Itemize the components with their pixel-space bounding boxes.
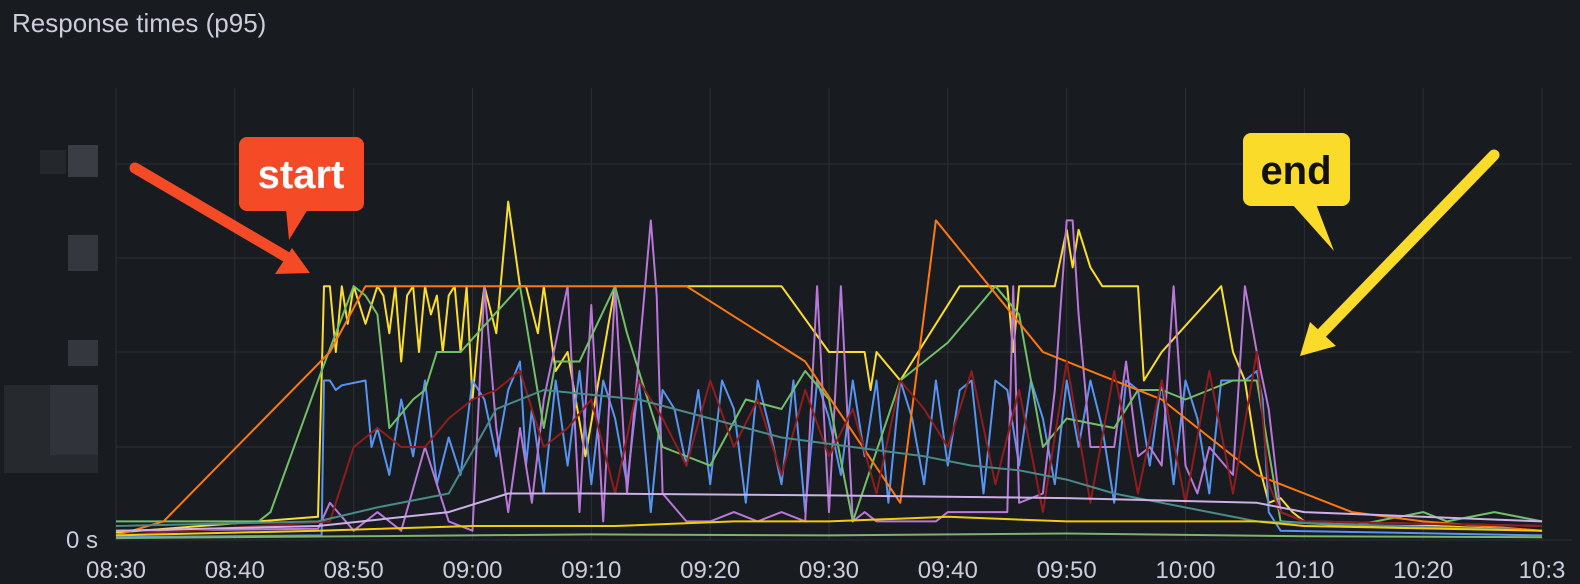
start-callout-tail (286, 209, 308, 240)
x-tick-label: 10:10 (1274, 557, 1334, 584)
x-tick-label: 10:3 (1519, 557, 1566, 584)
x-tick-label: 10:00 (1155, 557, 1215, 584)
end-annotation: end (1243, 133, 1494, 356)
y-tick-label: 0 s (66, 527, 98, 554)
x-tick-label: 09:10 (561, 557, 621, 584)
start-label: start (258, 153, 345, 197)
x-tick-label: 09:50 (1037, 557, 1097, 584)
x-tick-label: 10:20 (1393, 557, 1453, 584)
x-tick-label: 09:30 (799, 557, 859, 584)
end-callout-tail (1292, 204, 1334, 251)
x-tick-label: 08:30 (86, 557, 146, 584)
end-label: end (1260, 149, 1331, 193)
start-annotation: start (135, 137, 364, 274)
x-tick-label: 09:40 (918, 557, 978, 584)
x-tick-label: 08:50 (324, 557, 384, 584)
x-tick-label: 09:20 (680, 557, 740, 584)
x-tick-label: 09:00 (442, 557, 502, 584)
x-tick-label: 08:40 (205, 557, 265, 584)
